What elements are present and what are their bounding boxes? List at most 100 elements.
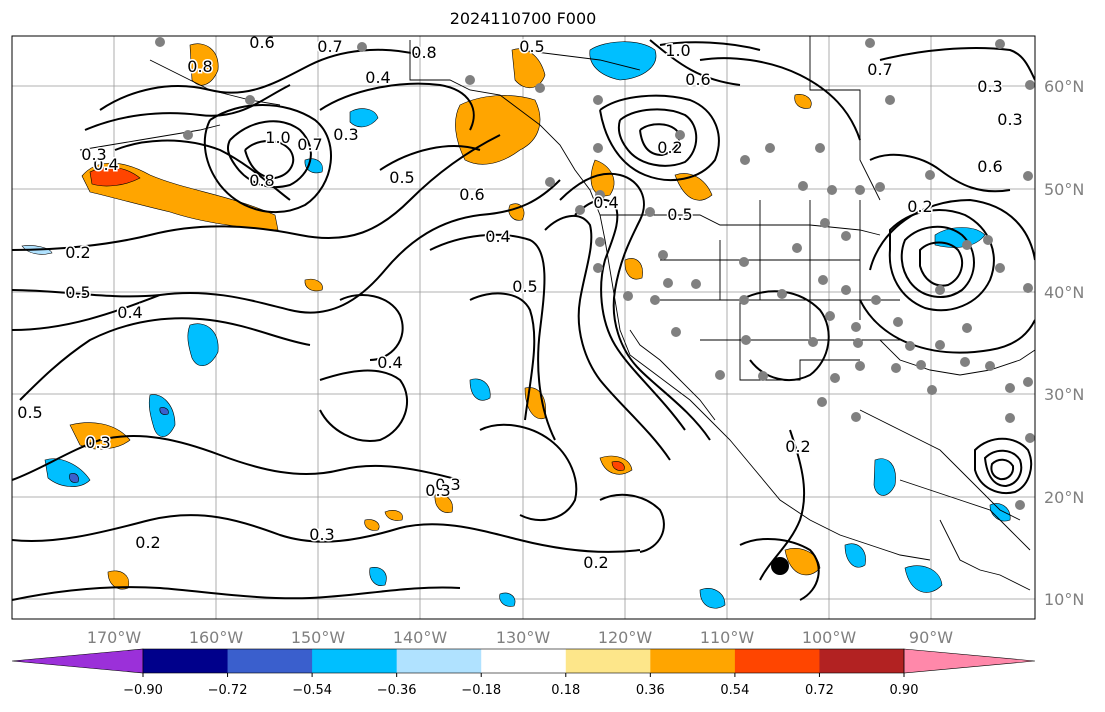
positive-area (784, 548, 821, 576)
contour-label: 0.3 (333, 125, 358, 144)
contour-label: 0.6 (249, 33, 274, 52)
contour-label: 0.4 (93, 155, 118, 174)
negative-area (369, 567, 387, 586)
lat-label: 50°N (1044, 180, 1084, 199)
lon-label: 130°W (496, 628, 551, 647)
lon-label: 110°W (700, 628, 755, 647)
strong-positive-area (611, 461, 625, 471)
map-title: 2024110700 F000 (449, 9, 597, 28)
positive-area (511, 48, 546, 88)
lon-label: 100°W (802, 628, 857, 647)
negative-area (844, 543, 866, 568)
contour-label: 0.5 (667, 205, 692, 224)
colorbar: −0.90 −0.72 −0.54 −0.36 −0.18 0.18 0.36 0.54 0.7… (11, 648, 1036, 698)
negative-area (699, 588, 726, 609)
contour-label: 0.8 (411, 43, 436, 62)
lon-label: 170°W (87, 628, 142, 647)
contour-label: 0.2 (135, 533, 160, 552)
positive-area (364, 519, 380, 531)
positive-area (590, 159, 615, 197)
colorbar-segment (396, 649, 482, 673)
contour-label: 0.8 (187, 57, 212, 76)
lat-label: 20°N (1044, 488, 1084, 507)
contour-labels: 0.20.50.40.50.30.2 0.30.30.20.40.50.40.70… (16, 33, 1024, 574)
negative-area (989, 503, 1011, 522)
positive-area (304, 278, 323, 292)
contour-label: 0.6 (977, 157, 1002, 176)
contour-label: 0.4 (485, 227, 510, 246)
black-marker (771, 557, 789, 575)
contour-label: 0.5 (512, 277, 537, 296)
contour-label: 0.6 (459, 185, 484, 204)
contour-label: 0.3 (997, 110, 1022, 129)
colorbar-tick-label: 0.72 (805, 683, 834, 698)
colorbar-extend-max (903, 648, 1036, 674)
lat-label: 60°N (1044, 77, 1084, 96)
lon-label: 140°W (393, 628, 448, 647)
contour-label: 0.4 (117, 303, 142, 322)
shaded-fields (21, 41, 1011, 609)
contour-label: 0.3 (309, 525, 334, 544)
negative-area (469, 378, 491, 401)
contour-label: 0.7 (297, 135, 322, 154)
colorbar-segment (650, 649, 736, 673)
contour-label: 0.5 (389, 168, 414, 187)
lat-label: 10°N (1044, 590, 1084, 609)
negative-area (499, 592, 516, 607)
colorbar-segment (565, 649, 651, 673)
lon-label: 120°W (598, 628, 653, 647)
positive-area (794, 94, 812, 109)
lon-label: 90°W (909, 628, 953, 647)
contour-label: 0.2 (785, 437, 810, 456)
colorbar-tick-label: −0.90 (123, 683, 163, 698)
strong-negative-area (69, 473, 79, 483)
colorbar-extend-min (11, 648, 144, 674)
colorbar-tick-label: −0.72 (208, 683, 248, 698)
strong-negative-area (159, 407, 169, 415)
contour-label: 0.2 (583, 553, 608, 572)
negative-area (187, 323, 219, 366)
latitude-labels: 60°N 50°N 40°N 30°N 20°N 10°N (1044, 77, 1084, 609)
contour-label: 0.5 (65, 283, 90, 302)
positive-area (384, 510, 403, 521)
colorbar-tick-label: −0.18 (461, 683, 501, 698)
colorbar-segment (819, 649, 905, 673)
colorbar-outline (142, 648, 905, 674)
colorbar-tick-label: −0.36 (377, 683, 417, 698)
contour-label: 0.6 (685, 70, 710, 89)
contour-label: 0.3 (977, 77, 1002, 96)
negative-area (148, 394, 176, 437)
positive-area (624, 258, 643, 280)
lon-label: 150°W (291, 628, 346, 647)
contour-label: 0.4 (593, 193, 618, 212)
lat-label: 40°N (1044, 283, 1084, 302)
colorbar-segment (312, 649, 398, 673)
contour-label: 0.3 (425, 481, 450, 500)
strong-positive-area (89, 166, 141, 187)
station-markers (155, 37, 1035, 510)
map-frame (11, 35, 1036, 620)
contour-label: 0.5 (17, 403, 42, 422)
contour-label: 0.3 (85, 433, 110, 452)
lon-label: 160°W (189, 628, 244, 647)
contour-label: 0.3 (435, 475, 460, 494)
colorbar-segment (481, 649, 567, 673)
contour-label: 0.2 (657, 138, 682, 157)
contour-label: 0.3 (81, 145, 106, 164)
colorbar-tick-label: −0.54 (292, 683, 332, 698)
negative-area (349, 108, 379, 128)
negative-area (904, 565, 943, 593)
contour-label: 0.8 (249, 171, 274, 190)
contour-label: 0.2 (65, 243, 90, 262)
colorbar-tick-label: 0.54 (720, 683, 749, 698)
positive-area (674, 173, 713, 201)
contour-lines (12, 39, 1035, 601)
contour-label: 1.0 (665, 41, 690, 60)
longitude-labels: 170°W 160°W 150°W 140°W 130°W 120°W 110°… (87, 628, 953, 647)
colorbar-tick-label: 0.36 (636, 683, 665, 698)
lat-label: 30°N (1044, 385, 1084, 404)
positive-area (69, 422, 131, 450)
negative-area (589, 41, 657, 81)
contour-label: 0.2 (907, 197, 932, 216)
